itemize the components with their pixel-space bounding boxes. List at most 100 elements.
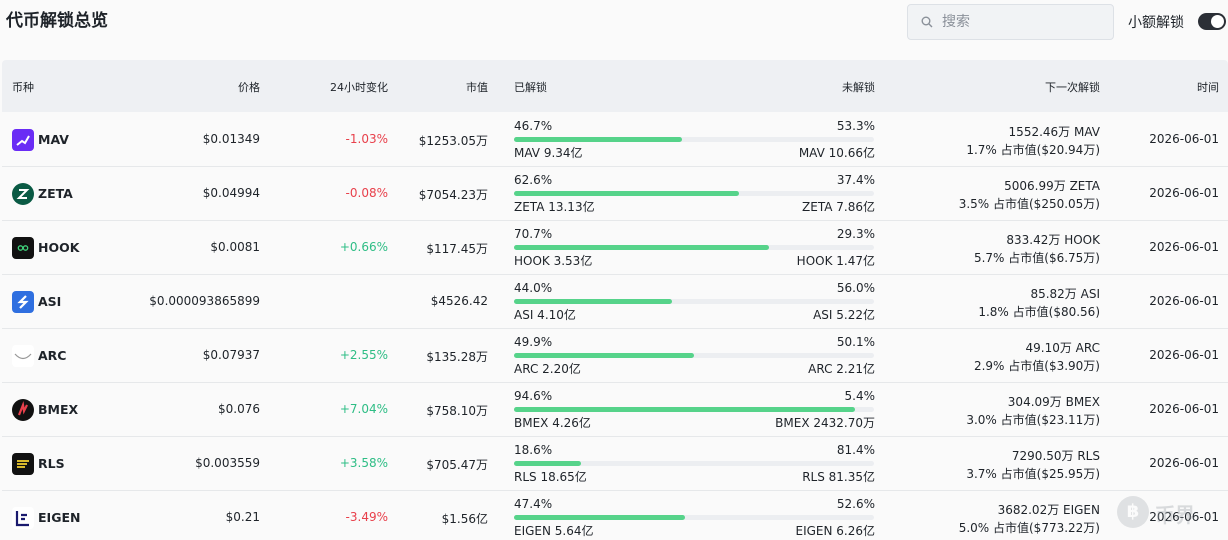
price: $0.076 xyxy=(218,402,260,416)
column-header-change[interactable]: 24小时变化 xyxy=(330,81,388,94)
unlock-progress-fill xyxy=(514,245,769,250)
market-cap: $1.56亿 xyxy=(441,512,488,526)
eigen-logo-icon xyxy=(12,507,34,529)
unlock-time: 2026-06-01 xyxy=(1149,240,1219,254)
unlock-time: 2026-06-01 xyxy=(1149,132,1219,146)
column-header-coin[interactable]: 币种 xyxy=(12,81,34,94)
next-unlock-amount: 304.09万 BMEX xyxy=(1007,395,1100,409)
unlock-progress-bar xyxy=(514,191,874,196)
unlocked-percent: 44.0% xyxy=(514,281,553,295)
column-header-locked[interactable]: 未解锁 xyxy=(842,81,875,94)
unlock-progress-bar xyxy=(514,407,874,412)
column-header-price[interactable]: 价格 xyxy=(238,81,260,94)
unlocked-amount: EIGEN 5.64亿 xyxy=(514,524,594,538)
locked-percent: 29.3% xyxy=(836,227,875,241)
locked-amount: BMEX 2432.70万 xyxy=(775,416,875,430)
locked-percent: 5.4% xyxy=(844,389,876,403)
price-change: +0.66% xyxy=(339,240,388,254)
top-bar: 代币解锁总览 小额解锁 xyxy=(0,0,1228,58)
unlocked-amount: ASI 4.10亿 xyxy=(514,308,576,322)
page-title: 代币解锁总览 xyxy=(6,11,108,31)
unlock-progress-fill xyxy=(514,299,673,304)
column-header-time[interactable]: 时间 xyxy=(1197,81,1219,94)
unlock-progress-fill xyxy=(514,353,694,358)
bijie-coin-icon: ฿ xyxy=(1117,496,1149,528)
table-row[interactable]: ZETA $0.04994 -0.08% $7054.23万 62.6% 37.4% ZET… xyxy=(2,167,1228,221)
next-unlock-amount: 85.82万 ASI xyxy=(1030,287,1100,301)
table-row[interactable]: BMEX $0.076 +7.04% $758.10万 94.6% 5.4% BMEX 4.… xyxy=(2,383,1228,437)
market-cap: $1253.05万 xyxy=(418,134,488,148)
search-input[interactable] xyxy=(942,5,1107,39)
unlock-progress-bar xyxy=(514,245,874,250)
market-cap: $705.47万 xyxy=(426,458,488,472)
table-row[interactable]: HOOK $0.0081 +0.66% $117.45万 70.7% 29.3% HOOK … xyxy=(2,221,1228,275)
unlocked-amount: BMEX 4.26亿 xyxy=(514,416,591,430)
next-unlock-amount: 1552.46万 MAV xyxy=(1008,125,1100,139)
price: $0.07937 xyxy=(202,348,260,362)
unlocked-percent: 70.7% xyxy=(514,227,553,241)
asi-logo-icon xyxy=(12,291,34,313)
unlock-progress-bar xyxy=(514,137,874,142)
unlocked-amount: ZETA 13.13亿 xyxy=(514,200,595,214)
table-row[interactable]: EIGEN $0.21 -3.49% $1.56亿 47.4% 52.6% EIGEN 5.… xyxy=(2,491,1228,540)
column-header-market-cap[interactable]: 市值 xyxy=(466,81,488,94)
coin-symbol[interactable]: ZETA xyxy=(38,186,73,201)
column-header-next-unlock[interactable]: 下一次解锁 xyxy=(1045,81,1100,94)
market-cap: $7054.23万 xyxy=(418,188,488,202)
unlocked-amount: MAV 9.34亿 xyxy=(514,146,583,160)
price: $0.04994 xyxy=(202,186,260,200)
next-unlock-amount: 7290.50万 RLS xyxy=(1011,449,1100,463)
price-change: -0.08% xyxy=(345,186,388,200)
small-unlock-toggle[interactable] xyxy=(1198,13,1226,30)
price-change: -3.49% xyxy=(345,510,388,524)
price-change: -1.03% xyxy=(345,132,388,146)
unlocked-amount: ARC 2.20亿 xyxy=(514,362,581,376)
unlock-progress-bar xyxy=(514,461,874,466)
unlock-progress-fill xyxy=(514,191,740,196)
price-change: +3.58% xyxy=(339,456,388,470)
locked-percent: 52.6% xyxy=(836,497,875,511)
coin-symbol[interactable]: RLS xyxy=(38,456,65,471)
market-cap: $758.10万 xyxy=(426,404,488,418)
table-row[interactable]: RLS $0.003559 +3.58% $705.47万 18.6% 81.4% RLS … xyxy=(2,437,1228,491)
rls-logo-icon xyxy=(12,453,34,475)
locked-percent: 56.0% xyxy=(836,281,875,295)
next-unlock-detail: 1.7% 占市值($20.94万) xyxy=(966,143,1100,157)
locked-amount: MAV 10.66亿 xyxy=(798,146,875,160)
locked-amount: RLS 81.35亿 xyxy=(802,470,875,484)
locked-amount: ASI 5.22亿 xyxy=(813,308,875,322)
locked-amount: HOOK 1.47亿 xyxy=(796,254,875,268)
next-unlock-detail: 2.9% 占市值($3.90万) xyxy=(973,359,1100,373)
zeta-logo-icon xyxy=(12,183,34,205)
locked-percent: 50.1% xyxy=(836,335,875,349)
unlock-progress-fill xyxy=(514,407,855,412)
unlock-progress-bar xyxy=(514,353,874,358)
unlocked-percent: 49.9% xyxy=(514,335,553,349)
price: $0.21 xyxy=(225,510,260,524)
watermark: ฿ 币界 xyxy=(1113,494,1223,534)
coin-symbol[interactable]: BMEX xyxy=(38,402,79,417)
coin-symbol[interactable]: HOOK xyxy=(38,240,80,255)
locked-percent: 81.4% xyxy=(836,443,875,457)
price: $0.01349 xyxy=(202,132,260,146)
unlocked-percent: 47.4% xyxy=(514,497,553,511)
small-unlock-label: 小额解锁 xyxy=(1128,15,1184,31)
search-box[interactable] xyxy=(907,4,1114,40)
unlocked-percent: 46.7% xyxy=(514,119,553,133)
column-header-unlocked[interactable]: 已解锁 xyxy=(514,81,547,94)
market-cap: $4526.42 xyxy=(430,294,488,308)
coin-symbol[interactable]: EIGEN xyxy=(38,510,81,525)
next-unlock-amount: 3682.02万 EIGEN xyxy=(997,503,1100,517)
unlock-time: 2026-06-01 xyxy=(1149,510,1219,524)
watermark-text: 币界 xyxy=(1155,503,1195,527)
table-row[interactable]: MAV $0.01349 -1.03% $1253.05万 46.7% 53.3% MAV … xyxy=(2,113,1228,167)
coin-symbol[interactable]: ASI xyxy=(38,294,62,309)
market-cap: $117.45万 xyxy=(426,242,488,256)
table-row[interactable]: ARC $0.07937 +2.55% $135.28万 49.9% 50.1% ARC 2… xyxy=(2,329,1228,383)
coin-symbol[interactable]: ARC xyxy=(38,348,67,363)
unlock-progress-bar xyxy=(514,515,874,520)
table-row[interactable]: ASI $0.000093865899 $4526.42 44.0% 56.0% ASI … xyxy=(2,275,1228,329)
mav-logo-icon xyxy=(12,129,34,151)
table-header: 币种 价格 24小时变化 市值 已解锁 未解锁 下一次解锁 时间 xyxy=(2,60,1228,112)
coin-symbol[interactable]: MAV xyxy=(38,132,69,147)
